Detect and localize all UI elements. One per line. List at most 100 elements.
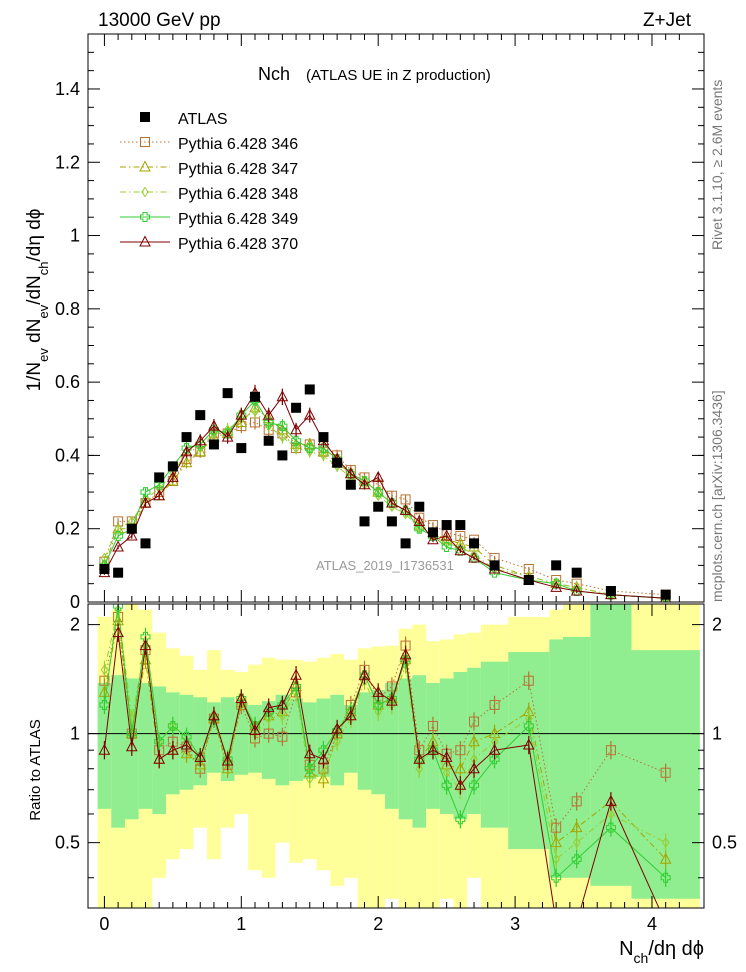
main-y-axis-label: 1/Nev dNev/dNch/dη dϕ <box>24 209 51 392</box>
ratio-series-point <box>319 767 328 779</box>
main-title: Nch (ATLAS UE in Z production) <box>258 64 491 84</box>
ratio-band-green <box>234 702 249 775</box>
main-series-point <box>262 408 275 420</box>
atlas-data-point <box>99 564 110 575</box>
main-series-point <box>290 423 302 435</box>
main-series-point <box>551 578 562 589</box>
ratio-series-line <box>103 606 667 879</box>
ratio-series-point <box>570 821 583 833</box>
main-series-point <box>181 443 192 454</box>
ratio-series-point <box>167 743 179 755</box>
legend-marker-atlas <box>140 112 150 122</box>
ratio-band-green <box>343 704 358 773</box>
ratio-series-point <box>660 872 671 883</box>
main-series-point <box>167 470 179 482</box>
ratio-series-point <box>605 822 616 833</box>
main-series-point <box>455 531 466 542</box>
atlas-data-point <box>318 432 329 443</box>
main-series-point <box>344 467 357 479</box>
atlas-data-point <box>263 435 274 446</box>
atlas-data-point <box>332 457 343 468</box>
ratio-series-point <box>522 738 535 750</box>
ratio-series-point <box>468 762 480 774</box>
atlas-data-point <box>571 567 582 578</box>
ratio-series-point <box>440 750 453 762</box>
main-y-tick-label: 1.2 <box>55 152 80 172</box>
legend-label: Pythia 6.428 348 <box>178 186 298 203</box>
ratio-band-green <box>385 682 399 809</box>
ratio-series-point <box>358 668 371 680</box>
main-series-point <box>208 419 220 431</box>
atlas-data-point <box>455 520 466 531</box>
main-y-tick-label: 1 <box>70 226 80 246</box>
ratio-series-line <box>103 632 660 908</box>
ratio-series-point <box>139 639 152 651</box>
ratio-series-point <box>427 720 438 731</box>
ratio-series-point <box>250 720 261 731</box>
atlas-data-point <box>359 516 370 527</box>
ratio-series-point <box>125 740 138 752</box>
ratio-series-point <box>249 723 261 736</box>
ratio-series-point <box>571 796 582 807</box>
atlas-data-point <box>523 575 534 586</box>
main-series-point <box>304 443 315 454</box>
ratio-series-point <box>550 836 562 848</box>
atlas-data-point <box>414 501 425 512</box>
main-series-point <box>440 529 453 541</box>
ratio-series-point <box>112 626 124 638</box>
main-series-point <box>194 445 207 457</box>
ratio-series-point <box>154 736 165 747</box>
atlas-data-point <box>304 384 315 395</box>
ratio-series-point <box>551 822 562 833</box>
main-series-point <box>318 443 329 454</box>
ratio-series-point <box>332 725 343 736</box>
atlas-data-point <box>126 523 137 534</box>
ratio-series-point <box>222 754 233 765</box>
ratio-series-point <box>290 668 302 680</box>
ratio-series-point <box>468 735 480 747</box>
main-series-point <box>100 552 109 564</box>
atlas-data-point <box>345 479 356 490</box>
main-series-point <box>139 496 152 508</box>
process-label: Z+Jet <box>643 10 692 31</box>
atlas-data-point <box>400 538 411 549</box>
main-series-point <box>303 408 316 420</box>
ratio-series-point <box>427 743 439 755</box>
ratio-series-point <box>386 693 397 704</box>
ratio-panel: 0.5 0.5 1 1 2 2 0 1 2 3 4 <box>55 603 737 934</box>
title-main: Nch <box>258 64 290 84</box>
atlas-data-point <box>113 567 124 578</box>
main-series-point <box>399 503 412 515</box>
main-series-point <box>413 514 426 526</box>
ratio-series-point <box>607 808 615 820</box>
atlas-data-point <box>208 439 219 450</box>
atlas-data-point <box>140 538 151 549</box>
main-series-point <box>263 417 274 428</box>
ratio-series-point <box>455 745 466 756</box>
atlas-data-point <box>236 443 247 454</box>
ratio-series-point <box>262 701 275 713</box>
legend-entry-2: Pythia 6.428 348 <box>120 186 298 203</box>
ratio-band-green <box>111 675 125 828</box>
ratio-series-point <box>235 691 248 704</box>
atlas-data-point <box>222 388 233 399</box>
main-series-point <box>114 523 122 535</box>
ratio-series-point <box>372 685 385 697</box>
main-series-point <box>454 544 467 556</box>
ratio-series-line <box>103 616 666 829</box>
ratio-series-point <box>100 664 109 676</box>
main-series-point <box>319 450 328 461</box>
legend-entry-1: Pythia 6.428 347 <box>120 160 298 178</box>
ratio-series-point <box>333 736 341 748</box>
ratio-series-point <box>278 710 287 722</box>
ratio-series-point <box>488 743 501 755</box>
ratio-y-tick-label: 2 <box>70 615 80 635</box>
main-series-point <box>441 542 452 553</box>
atlas-data-point <box>291 402 302 413</box>
ratio-series-point <box>374 706 382 718</box>
x-tick-label: 2 <box>373 914 383 934</box>
main-series-point <box>278 431 287 443</box>
x-tick-label: 3 <box>510 914 520 934</box>
main-series-point <box>125 529 138 541</box>
ratio-band-green <box>138 682 153 809</box>
